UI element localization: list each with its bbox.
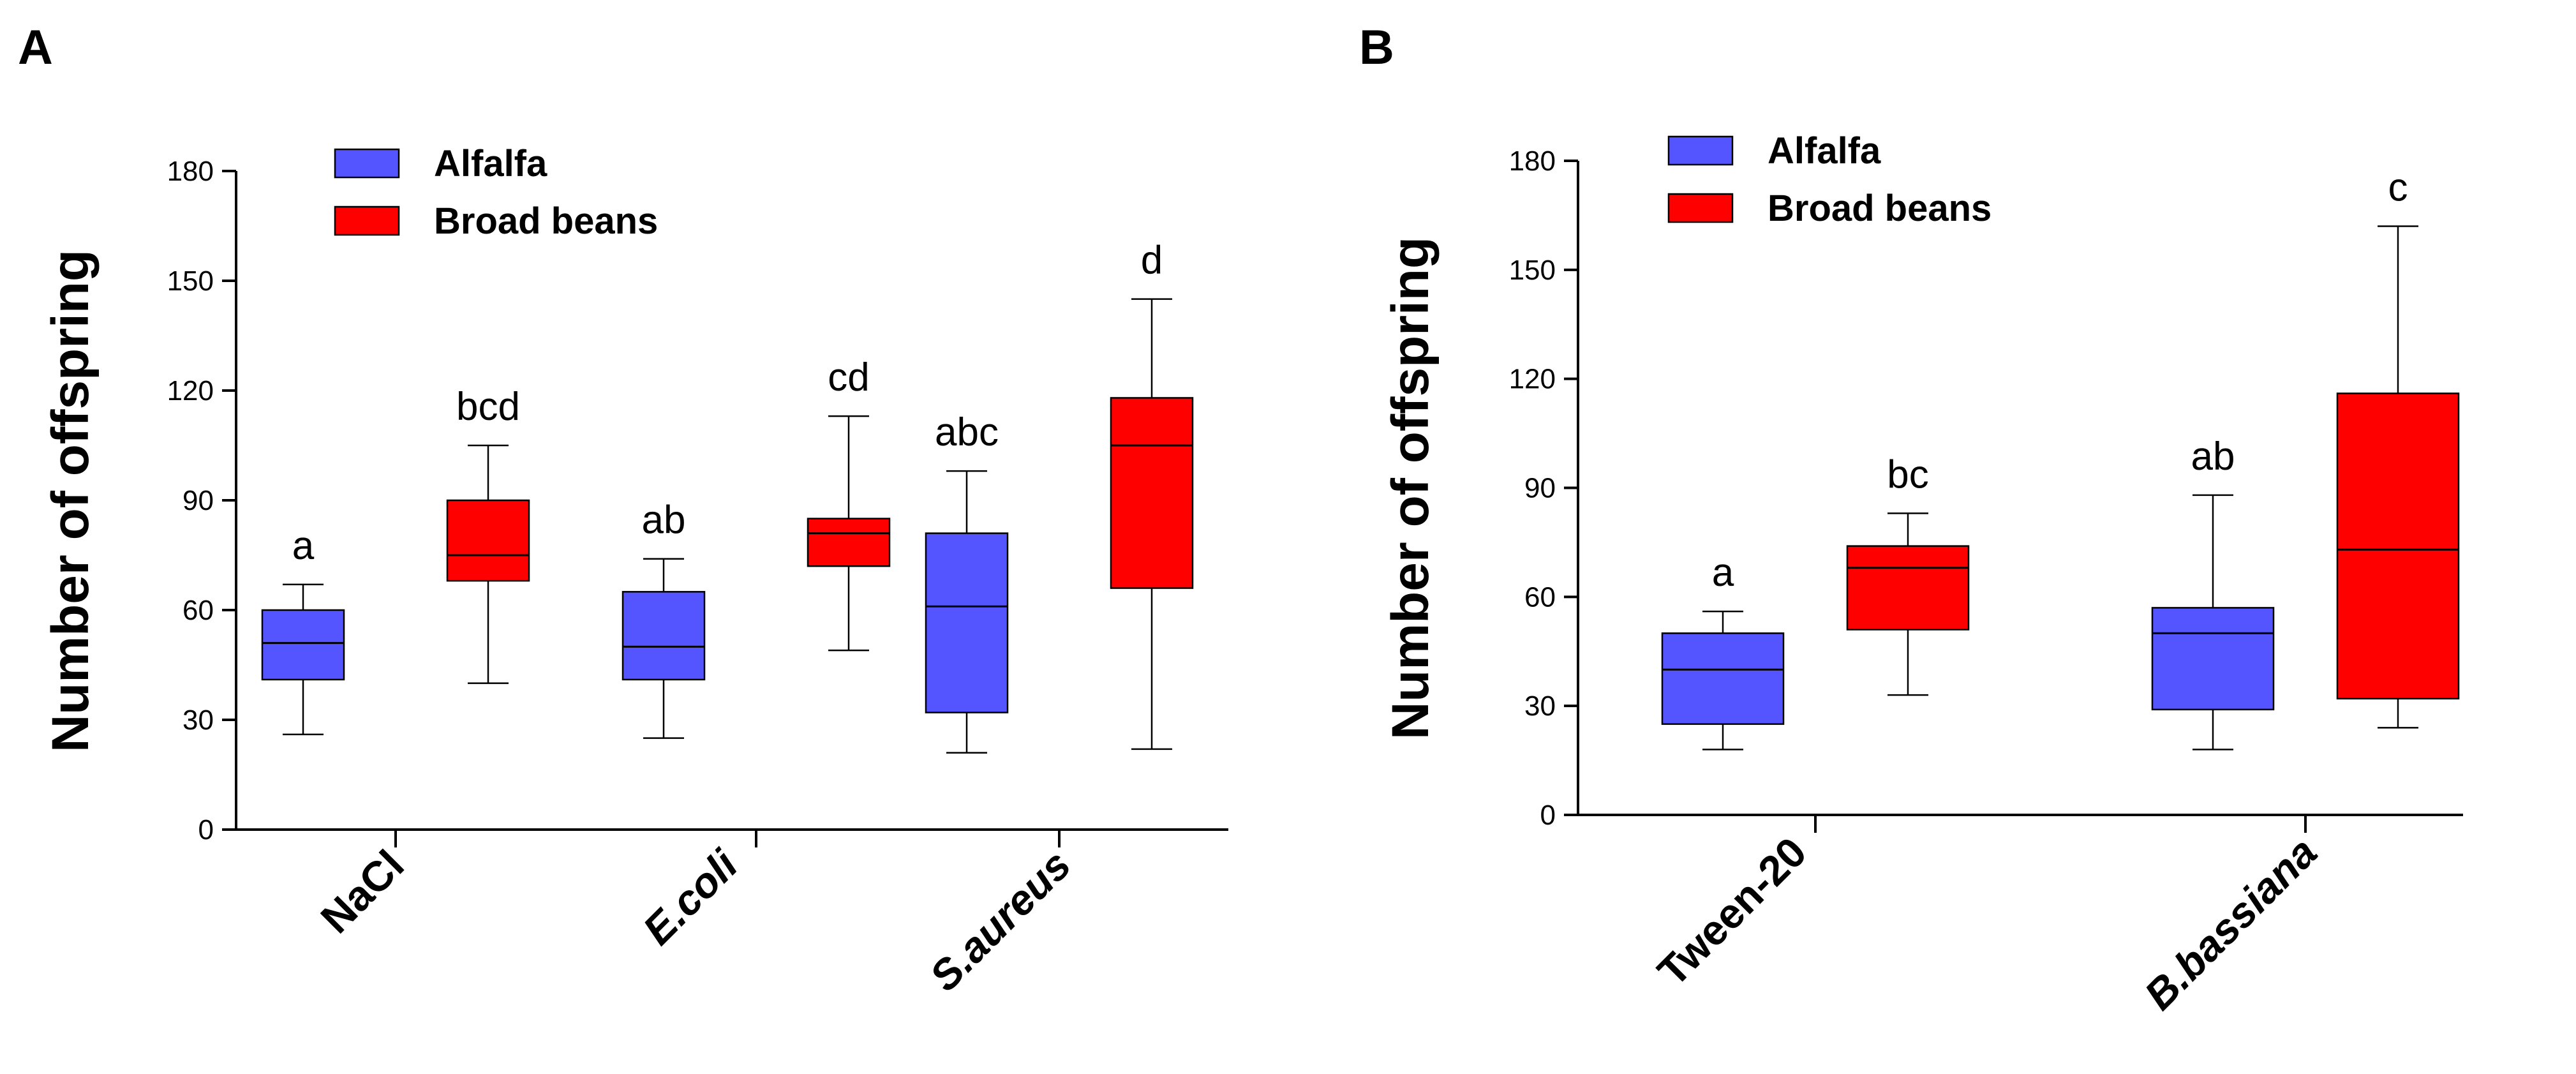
significance-label: abc — [935, 410, 999, 454]
chart-panel-b: B 0 30 60 90 120 150 180 Tween-20 B.bassiana Numbe… — [1359, 20, 2463, 1018]
legend-swatch — [1667, 135, 1734, 166]
x-tick-label: S.aureus — [920, 841, 1079, 1000]
box-iqr — [1110, 397, 1194, 589]
box-plot: c — [2336, 166, 2460, 729]
box-iqr — [261, 609, 345, 681]
panel-label: A — [18, 20, 53, 75]
y-tick-label: 60 — [1524, 581, 1556, 613]
x-tick-label: NaCl — [311, 841, 413, 943]
y-tick-label: 120 — [167, 375, 214, 406]
box-plot: bc — [1846, 452, 1970, 696]
significance-label: c — [2388, 166, 2408, 210]
y-tick-label: 60 — [182, 595, 214, 626]
legend-swatch — [334, 148, 400, 179]
y-tick-label: 90 — [1524, 473, 1556, 504]
box-plot: a — [261, 524, 345, 736]
legend-label: Broad beans — [434, 200, 658, 242]
x-tick-label: Tween-20 — [1648, 828, 1815, 996]
y-tick-label: 150 — [167, 265, 214, 297]
y-tick-label: 180 — [1509, 145, 1556, 177]
box-plot: bcd — [446, 385, 530, 684]
box-plot: ab — [622, 498, 706, 739]
y-tick-label: 0 — [1540, 800, 1556, 831]
significance-label: ab — [2191, 435, 2235, 479]
y-tick-label: 90 — [182, 485, 214, 516]
box-iqr — [925, 532, 1009, 713]
box-iqr — [1846, 545, 1970, 630]
box-iqr — [807, 518, 891, 567]
y-tick-label: 120 — [1509, 364, 1556, 395]
y-tick-label: 30 — [1524, 690, 1556, 722]
x-tick-label: B.bassiana — [2135, 828, 2326, 1019]
x-tick-label: E.coli — [634, 840, 747, 953]
box-iqr — [622, 591, 706, 681]
significance-label: cd — [828, 355, 869, 399]
significance-label: a — [292, 524, 315, 568]
significance-label: bc — [1887, 452, 1928, 496]
box-plot: cd — [807, 355, 891, 652]
legend-label: Broad beans — [1768, 188, 1992, 229]
box-plot: d — [1110, 239, 1194, 750]
legend-swatch — [334, 205, 400, 236]
significance-label: ab — [642, 498, 686, 542]
legend-label: Alfalfa — [1768, 130, 1881, 172]
panel-label: B — [1359, 20, 1394, 75]
box-iqr — [446, 499, 530, 582]
box-iqr — [2151, 607, 2275, 711]
box-iqr — [2336, 392, 2460, 700]
box-plot: a — [1661, 551, 1785, 750]
y-tick-label: 30 — [182, 705, 214, 736]
significance-label: d — [1141, 239, 1163, 283]
significance-label: a — [1712, 551, 1734, 595]
y-axis-title: Number of offspring — [1381, 237, 1440, 740]
legend-label: Alfalfa — [434, 143, 547, 184]
y-axis-title: Number of offspring — [41, 250, 100, 752]
chart-panel-a: A 0 30 60 90 120 150 180 NaCl E.coli S.aureus Numbe… — [18, 20, 1228, 1000]
y-tick-label: 0 — [198, 814, 214, 846]
legend-swatch — [1667, 193, 1734, 223]
box-plot: ab — [2151, 435, 2275, 750]
y-tick-label: 180 — [167, 156, 214, 187]
significance-label: bcd — [456, 385, 520, 429]
y-tick-label: 150 — [1509, 255, 1556, 286]
box-iqr — [1661, 632, 1785, 725]
box-plot: abc — [925, 410, 1009, 754]
